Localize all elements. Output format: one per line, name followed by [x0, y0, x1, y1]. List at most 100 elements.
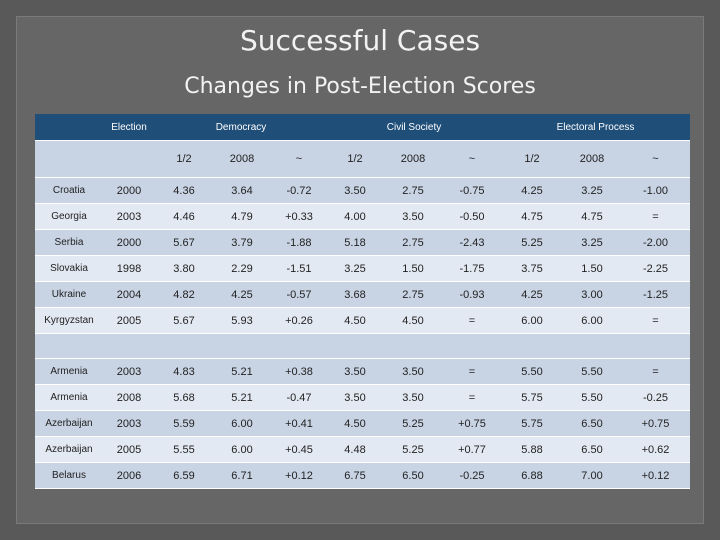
country-cell: Kyrgyzstan: [35, 307, 103, 334]
score-cell: -0.47: [271, 384, 327, 411]
country-cell: Croatia: [35, 177, 103, 204]
header-electoral-process: Electoral Process: [501, 114, 690, 141]
spacer-cell: [213, 333, 271, 359]
score-cell: -2.00: [621, 229, 690, 256]
score-cell: 3.25: [563, 229, 621, 256]
score-cell: 4.50: [383, 307, 443, 334]
spacer-cell: [327, 333, 383, 359]
score-cell: 5.88: [501, 436, 563, 463]
score-cell: 3.68: [327, 281, 383, 308]
score-cell: 5.50: [501, 358, 563, 385]
score-cell: +0.75: [621, 410, 690, 437]
score-cell: 4.25: [501, 281, 563, 308]
score-cell: 4.25: [501, 177, 563, 204]
score-cell: 2.29: [213, 255, 271, 282]
score-cell: 3.50: [327, 358, 383, 385]
country-cell: Serbia: [35, 229, 103, 256]
score-cell: 6.59: [155, 462, 213, 489]
score-cell: 3.25: [327, 255, 383, 282]
election-year-cell: 2004: [103, 281, 155, 308]
score-cell: 1.50: [383, 255, 443, 282]
score-cell: 6.50: [563, 410, 621, 437]
score-cell: 5.67: [155, 229, 213, 256]
subheader-cell: 2008: [213, 140, 271, 178]
score-cell: 4.75: [501, 203, 563, 230]
country-cell: Ukraine: [35, 281, 103, 308]
score-cell: 2.75: [383, 229, 443, 256]
score-cell: +0.41: [271, 410, 327, 437]
slide-title: Successful Cases: [239, 24, 481, 57]
score-cell: 4.36: [155, 177, 213, 204]
score-cell: 5.25: [501, 229, 563, 256]
election-year-cell: 2008: [103, 384, 155, 411]
score-cell: =: [443, 307, 501, 334]
spacer-cell: [443, 333, 501, 359]
subheader-blank: [35, 140, 103, 178]
score-cell: 4.82: [155, 281, 213, 308]
spacer-row: [35, 333, 690, 359]
score-cell: 2.75: [383, 281, 443, 308]
spacer-cell: [563, 333, 621, 359]
election-year-cell: 2000: [103, 177, 155, 204]
score-cell: -0.25: [621, 384, 690, 411]
score-cell: 3.50: [327, 177, 383, 204]
score-cell: 5.68: [155, 384, 213, 411]
score-cell: 3.79: [213, 229, 271, 256]
score-cell: -0.50: [443, 203, 501, 230]
score-cell: =: [621, 203, 690, 230]
slide-subtitle: Changes in Post-Election Scores: [184, 74, 536, 99]
country-cell: Slovakia: [35, 255, 103, 282]
table-row: Slovakia 1998 3.80 2.29 -1.51 3.25 1.50 -1.75 3.…: [35, 255, 690, 282]
score-cell: 6.50: [563, 436, 621, 463]
subheader-cell: 1/2: [327, 140, 383, 178]
score-cell: 1.50: [563, 255, 621, 282]
score-cell: 4.25: [213, 281, 271, 308]
country-cell: Armenia: [35, 358, 103, 385]
election-year-cell: 2003: [103, 203, 155, 230]
score-cell: 6.00: [501, 307, 563, 334]
score-cell: +0.12: [271, 462, 327, 489]
spacer-cell: [155, 333, 213, 359]
country-cell: Georgia: [35, 203, 103, 230]
election-year-cell: 2005: [103, 307, 155, 334]
score-cell: 5.21: [213, 384, 271, 411]
header-blank: [35, 114, 103, 141]
score-cell: =: [621, 307, 690, 334]
score-cell: 4.50: [327, 410, 383, 437]
table-row: Armenia 2008 5.68 5.21 -0.47 3.50 3.50 = 5.75 5.5…: [35, 384, 690, 411]
table-row: Ukraine 2004 4.82 4.25 -0.57 3.68 2.75 -0.93 4.2…: [35, 281, 690, 308]
country-cell: Azerbaijan: [35, 410, 103, 437]
score-cell: 3.75: [501, 255, 563, 282]
score-cell: 4.00: [327, 203, 383, 230]
score-cell: 6.00: [213, 410, 271, 437]
score-cell: 2.75: [383, 177, 443, 204]
country-cell: Armenia: [35, 384, 103, 411]
score-cell: 5.21: [213, 358, 271, 385]
score-cell: -1.00: [621, 177, 690, 204]
header-election: Election: [103, 114, 155, 141]
score-cell: 6.50: [383, 462, 443, 489]
score-cell: -0.72: [271, 177, 327, 204]
election-year-cell: 2006: [103, 462, 155, 489]
election-year-cell: 2005: [103, 436, 155, 463]
election-year-cell: 2000: [103, 229, 155, 256]
subheader-cell: ~: [621, 140, 690, 178]
score-cell: -0.93: [443, 281, 501, 308]
header-democracy: Democracy: [155, 114, 327, 141]
spacer-cell: [383, 333, 443, 359]
table-row: Georgia 2003 4.46 4.79 +0.33 4.00 3.50 -0.50 4.7…: [35, 203, 690, 230]
election-year-cell: 2003: [103, 410, 155, 437]
score-cell: 7.00: [563, 462, 621, 489]
subheader-cell: ~: [443, 140, 501, 178]
score-cell: 4.83: [155, 358, 213, 385]
score-cell: +0.62: [621, 436, 690, 463]
header-row: Election Democracy Civil Society Elector…: [35, 114, 690, 141]
country-cell: Belarus: [35, 462, 103, 489]
score-cell: -0.75: [443, 177, 501, 204]
spacer-cell: [35, 333, 103, 359]
score-cell: 5.75: [501, 384, 563, 411]
score-cell: 5.25: [383, 410, 443, 437]
subheader-cell: 1/2: [155, 140, 213, 178]
score-cell: 5.50: [563, 358, 621, 385]
score-cell: 4.79: [213, 203, 271, 230]
